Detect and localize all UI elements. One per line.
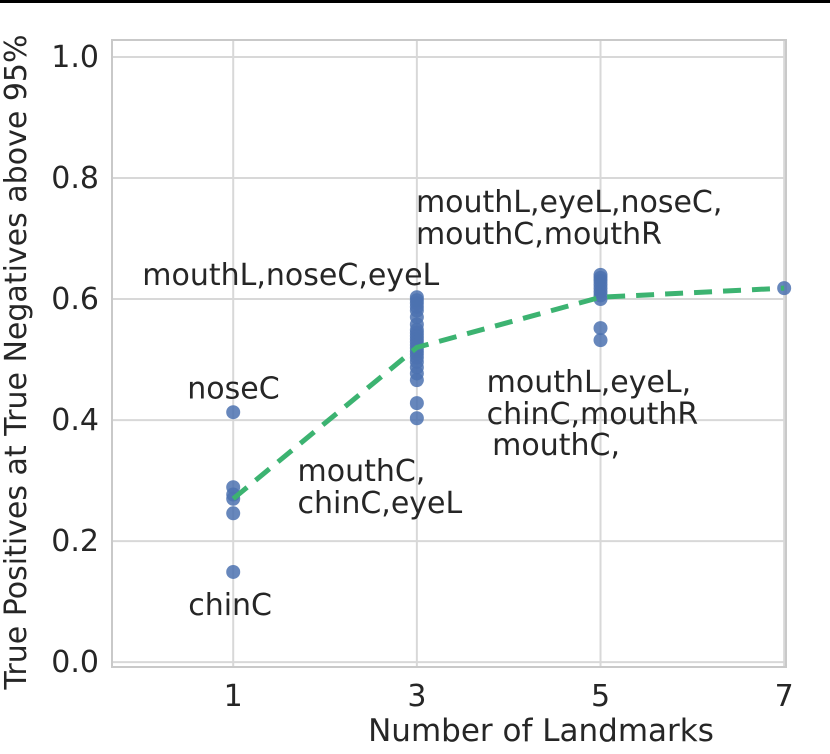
mean-trend-line [231,285,785,501]
annotation-chinC: chinC [188,588,272,623]
data-point [409,373,424,388]
x-axis-label: Number of Landmarks [368,713,714,749]
x-tick-label: 5 [591,679,610,714]
y-tick-label: 1.0 [51,40,99,75]
scatter-points [226,267,792,579]
y-tick-label: 0.2 [51,524,99,559]
x-tick-labels: 1 3 5 7 [224,679,794,714]
data-point [226,506,241,521]
annotation-mouthL-noseC-eyeL: mouthL,noseC,eyeL [142,258,439,293]
data-point [593,333,608,348]
data-point [409,396,424,411]
annotation-mouthL-eyeL-noseC-mouthC-mouthR: mouthL,eyeL,noseC, mouthC,mouthR [416,185,722,252]
annotation-mouthC-chinC-eyeL: mouthC, chinC,eyeL [297,454,462,521]
x-tick-label: 3 [407,679,426,714]
data-point [226,564,241,579]
x-tick-label: 1 [224,679,243,714]
x-tick-label: 7 [775,679,794,714]
y-tick-labels: 0.0 0.2 0.4 0.6 0.8 1.0 [51,40,99,680]
annotations: mouthL,eyeL,noseC, mouthC,mouthR mouthL,no… [142,185,722,623]
data-point [409,411,424,426]
annotation-mouthL-eyeL-chinC-mouthR: mouthL,eyeL, chinC,mouthR [487,365,699,432]
annotation-noseC: noseC [187,371,279,406]
y-tick-label: 0.6 [51,282,99,317]
y-tick-label: 0.4 [51,403,99,438]
annotation-mouthC-: mouthC, [492,428,620,463]
data-point [593,321,608,336]
plot-spines [111,39,787,668]
data-point [226,405,241,420]
y-tick-label: 0.8 [51,161,99,196]
data-point [593,292,608,307]
top-border-line [0,0,830,3]
gridlines [112,40,786,667]
y-axis-label: True Positives at True Negatives above 9… [0,34,34,690]
y-tick-label: 0.0 [51,645,99,680]
